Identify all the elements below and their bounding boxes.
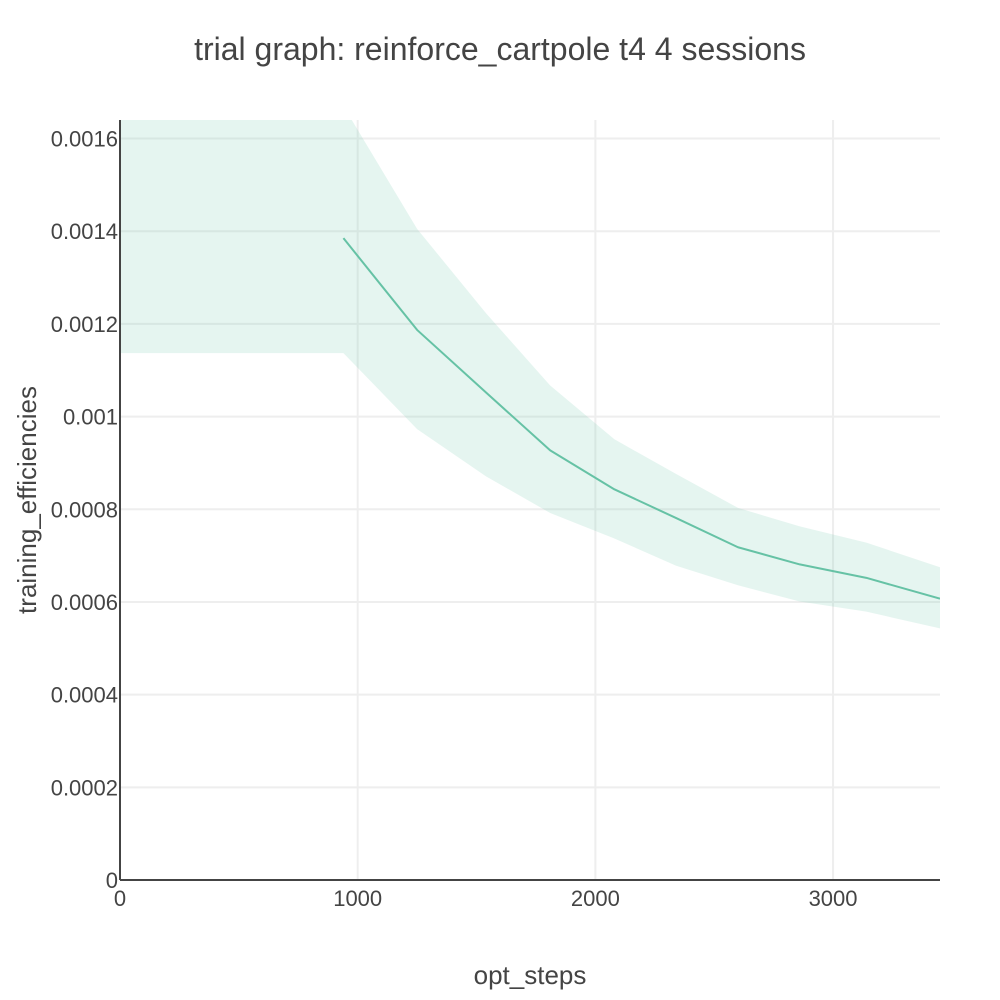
x-tick-labels: 0 1000 2000 3000: [114, 886, 858, 911]
x-tick-label: 3000: [809, 886, 858, 911]
x-axis-title: opt_steps: [474, 960, 587, 990]
y-gridlines: [120, 137, 940, 789]
y-tick-label: 0.0004: [51, 683, 118, 708]
y-tick-label: 0.0002: [51, 775, 118, 800]
y-tick-label: 0: [106, 868, 118, 893]
confidence-band: [120, 120, 940, 629]
x-tick-label: 0: [114, 886, 126, 911]
y-tick-labels: 0 0.0002 0.0004 0.0006 0.0008 0.001 0.0012 0.00…: [51, 127, 118, 893]
series-layer: [342, 237, 940, 600]
y-tick-label: 0.0016: [51, 127, 118, 152]
y-tick-label: 0.0012: [51, 312, 118, 337]
x-gridlines: [356, 120, 835, 880]
y-axis-title: training_efficiencies: [12, 386, 42, 614]
confidence-band-layer: [120, 120, 940, 629]
x-tick-label: 2000: [571, 886, 620, 911]
y-tick-label: 0.0014: [51, 219, 118, 244]
chart-title: trial graph: reinforce_cartpole t4 4 ses…: [194, 31, 806, 67]
series-line-mean: [342, 237, 940, 600]
y-tick-label: 0.001: [63, 405, 118, 430]
x-tick-label: 1000: [333, 886, 382, 911]
y-tick-label: 0.0006: [51, 590, 118, 615]
y-tick-label: 0.0008: [51, 497, 118, 522]
